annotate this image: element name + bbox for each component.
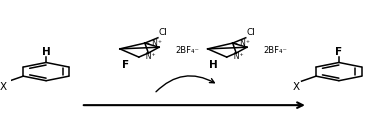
Text: H: H bbox=[42, 47, 51, 57]
Text: F: F bbox=[122, 60, 129, 70]
Text: Cl: Cl bbox=[159, 28, 167, 37]
Text: · N⁺: · N⁺ bbox=[229, 52, 243, 61]
Text: F: F bbox=[335, 47, 342, 57]
Text: H: H bbox=[209, 60, 218, 70]
Text: Cl: Cl bbox=[246, 28, 256, 37]
Text: - N⁺: - N⁺ bbox=[147, 39, 162, 48]
Text: X: X bbox=[0, 82, 7, 92]
Text: - N⁺: - N⁺ bbox=[235, 39, 249, 48]
Text: 2BF₄⁻: 2BF₄⁻ bbox=[263, 46, 287, 55]
Text: · N⁺: · N⁺ bbox=[141, 52, 155, 61]
Text: X: X bbox=[293, 82, 300, 92]
Text: 2BF₄⁻: 2BF₄⁻ bbox=[176, 46, 200, 55]
